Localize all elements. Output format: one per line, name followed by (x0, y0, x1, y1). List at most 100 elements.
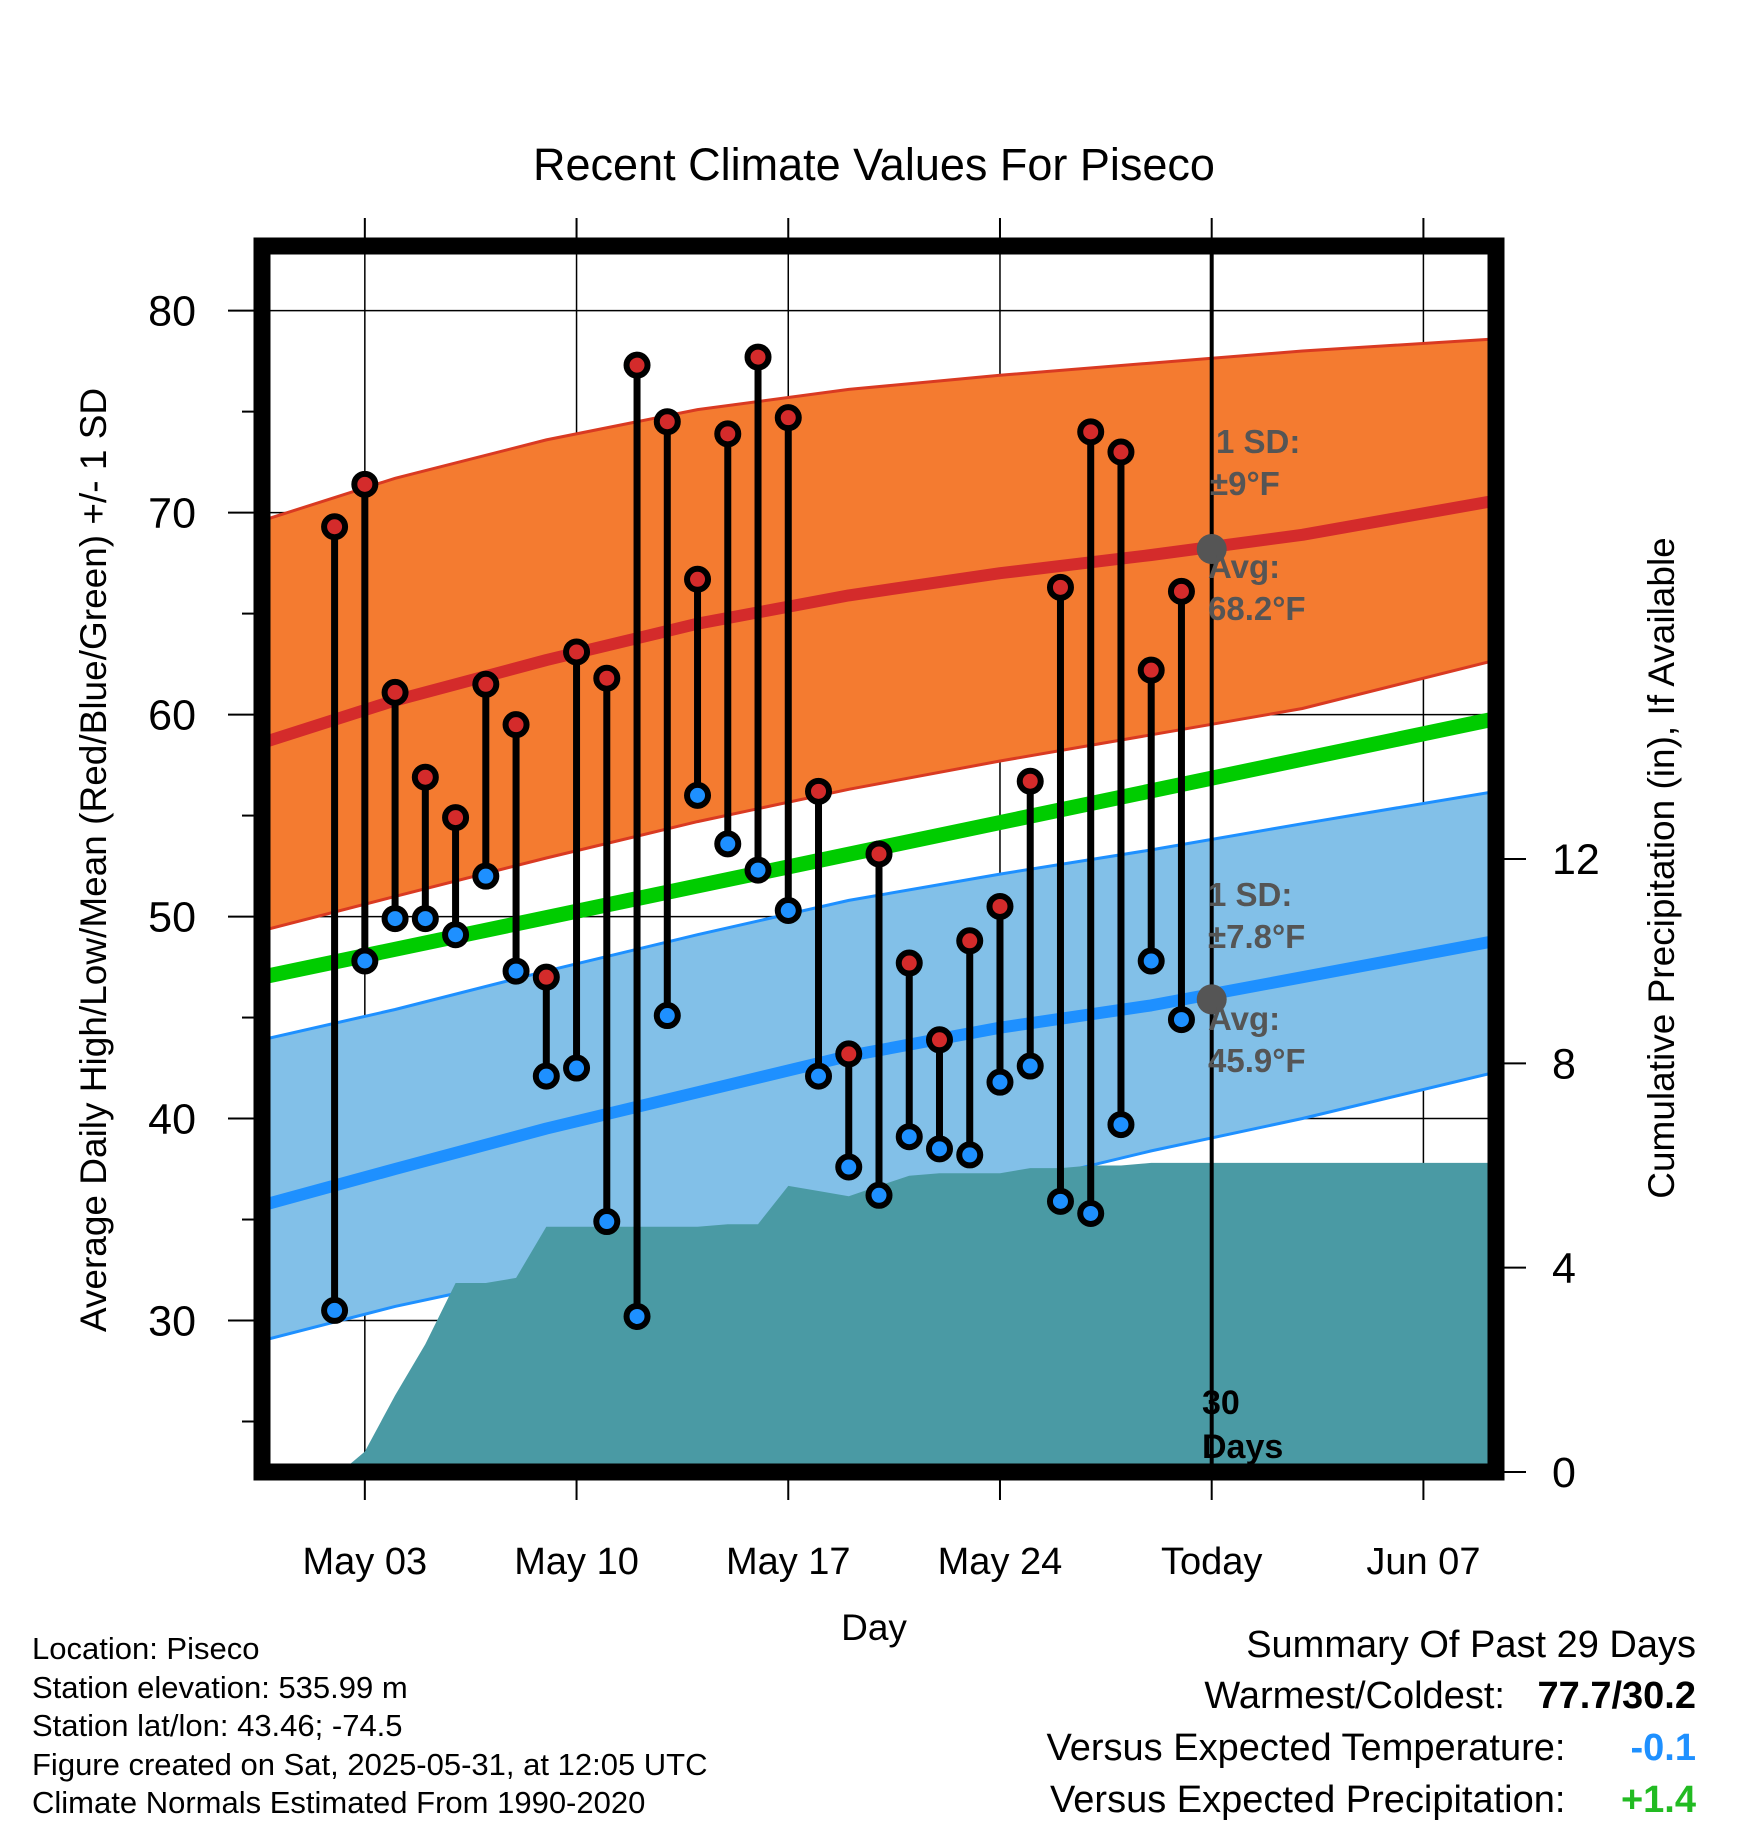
summary-temp-row: Versus Expected Temperature: -0.1 (1047, 1722, 1696, 1774)
y2-tick-label: 12 (1552, 836, 1600, 884)
high-point (472, 670, 500, 698)
y-tick-label: 30 (148, 1298, 196, 1346)
y-axis-label: Average Daily High/Low/Mean (Red/Blue/Gr… (73, 388, 114, 1332)
high-point (563, 638, 591, 666)
info-location: Location: Piseco (32, 1631, 260, 1666)
low-point (835, 1153, 863, 1181)
low-point (593, 1208, 621, 1236)
x-tick-label: May 24 (938, 1541, 1063, 1583)
low-point (1046, 1187, 1074, 1215)
high-point (805, 777, 833, 805)
summary-warm-cold-row: Warmest/Coldest: 77.7/30.2 (1047, 1670, 1696, 1722)
low-point (986, 1068, 1014, 1096)
high-point (442, 804, 470, 832)
y2-axis-label: Cumulative Precipitation (in), If Availa… (1641, 537, 1682, 1199)
high-point (956, 927, 984, 955)
plot-frame (253, 237, 1505, 1481)
high-point (381, 678, 409, 706)
high-point (1077, 418, 1105, 446)
high-point (684, 565, 712, 593)
low-point (865, 1181, 893, 1209)
high-point (925, 1026, 953, 1054)
summary-title: Summary Of Past 29 Days (1246, 1624, 1696, 1666)
summary-temp-value: -0.1 (1630, 1727, 1696, 1769)
low-point (472, 862, 500, 890)
low-point (714, 830, 742, 858)
high-point (744, 343, 772, 371)
high-point (835, 1040, 863, 1068)
high-point (411, 763, 439, 791)
y-tick-label: 80 (148, 288, 196, 336)
high-point (1107, 438, 1135, 466)
high-sd-band-upper-edge (262, 337, 1496, 523)
today-high-avg-point (1196, 533, 1227, 564)
summary-precip-label: Versus Expected Precipitation: (1050, 1779, 1566, 1821)
low-point (411, 905, 439, 933)
high-point (502, 711, 530, 739)
low-point (805, 1062, 833, 1090)
high-point (321, 513, 349, 541)
station-info: Location: Piseco Station elevation: 535.… (32, 1630, 708, 1823)
x-tick-label: Today (1161, 1541, 1262, 1583)
low-point (956, 1141, 984, 1169)
low-sd-label-1: 1 SD: (1208, 876, 1292, 913)
today-label-1: 30 (1202, 1384, 1240, 1422)
y2-tick-label: 4 (1552, 1245, 1576, 1293)
high-point (1167, 577, 1195, 605)
high-point (593, 664, 621, 692)
info-latlon: Station lat/lon: 43.46; -74.5 (32, 1708, 403, 1743)
high-avg-label-2: 68.2°F (1208, 590, 1306, 627)
summary-warm-cold-label: Warmest/Coldest: (1204, 1675, 1505, 1717)
low-point (1016, 1052, 1044, 1080)
low-point (442, 921, 470, 949)
y-tick-label: 70 (148, 490, 196, 538)
summary-panel: Summary Of Past 29 Days Warmest/Coldest:… (1047, 1620, 1696, 1826)
daily-range-bars (321, 343, 1195, 1330)
x-tick-label: May 17 (726, 1541, 851, 1583)
low-sd-label-2: ±7.8°F (1208, 918, 1305, 955)
low-point (744, 856, 772, 884)
today-label-2: Days (1202, 1428, 1283, 1466)
chart-title: Recent Climate Values For Piseco (533, 139, 1215, 190)
low-point (532, 1062, 560, 1090)
high-point (653, 408, 681, 436)
low-point (925, 1135, 953, 1163)
axes (228, 218, 1526, 1500)
low-point (1077, 1199, 1105, 1227)
info-normals: Climate Normals Estimated From 1990-2020 (32, 1785, 646, 1820)
low-point (684, 781, 712, 809)
high-point (714, 420, 742, 448)
x-tick-label: May 03 (303, 1541, 428, 1583)
y-tick-label: 60 (148, 692, 196, 740)
high-avg-label-1: Avg: (1208, 548, 1280, 585)
low-point (502, 957, 530, 985)
high-point (865, 840, 893, 868)
summary-precip-row: Versus Expected Precipitation: +1.4 (1047, 1774, 1696, 1826)
high-point (895, 949, 923, 977)
x-tick-label: May 10 (514, 1541, 639, 1583)
low-sd-band-upper-edge (262, 789, 1496, 1042)
low-point (774, 897, 802, 925)
y-tick-label: 40 (148, 1096, 196, 1144)
low-point (653, 1002, 681, 1030)
normal-high-line (262, 494, 1496, 749)
low-point (1167, 1006, 1195, 1034)
summary-temp-label: Versus Expected Temperature: (1046, 1727, 1566, 1769)
high-point (1137, 656, 1165, 684)
high-sd-band (262, 338, 1496, 931)
info-elevation: Station elevation: 535.99 m (32, 1669, 408, 1705)
today-low-avg-point (1196, 984, 1227, 1015)
precip-cumulative-area (262, 1162, 1496, 1472)
low-point (1107, 1111, 1135, 1139)
low-point (623, 1302, 651, 1330)
x-axis-label: Day (841, 1607, 907, 1648)
high-point (774, 404, 802, 432)
x-tick-label: Jun 07 (1366, 1541, 1480, 1583)
low-point (351, 947, 379, 975)
y2-tick-label: 0 (1552, 1449, 1576, 1497)
high-point (1046, 573, 1074, 601)
summary-warm-cold-value: 77.7/30.2 (1537, 1675, 1696, 1717)
annotations: 1 SD: ±9°F Avg: 68.2°F 1 SD: ±7.8°F Avg: 45.9°F… (148, 288, 1600, 1583)
low-point (563, 1054, 591, 1082)
low-point (1137, 947, 1165, 975)
